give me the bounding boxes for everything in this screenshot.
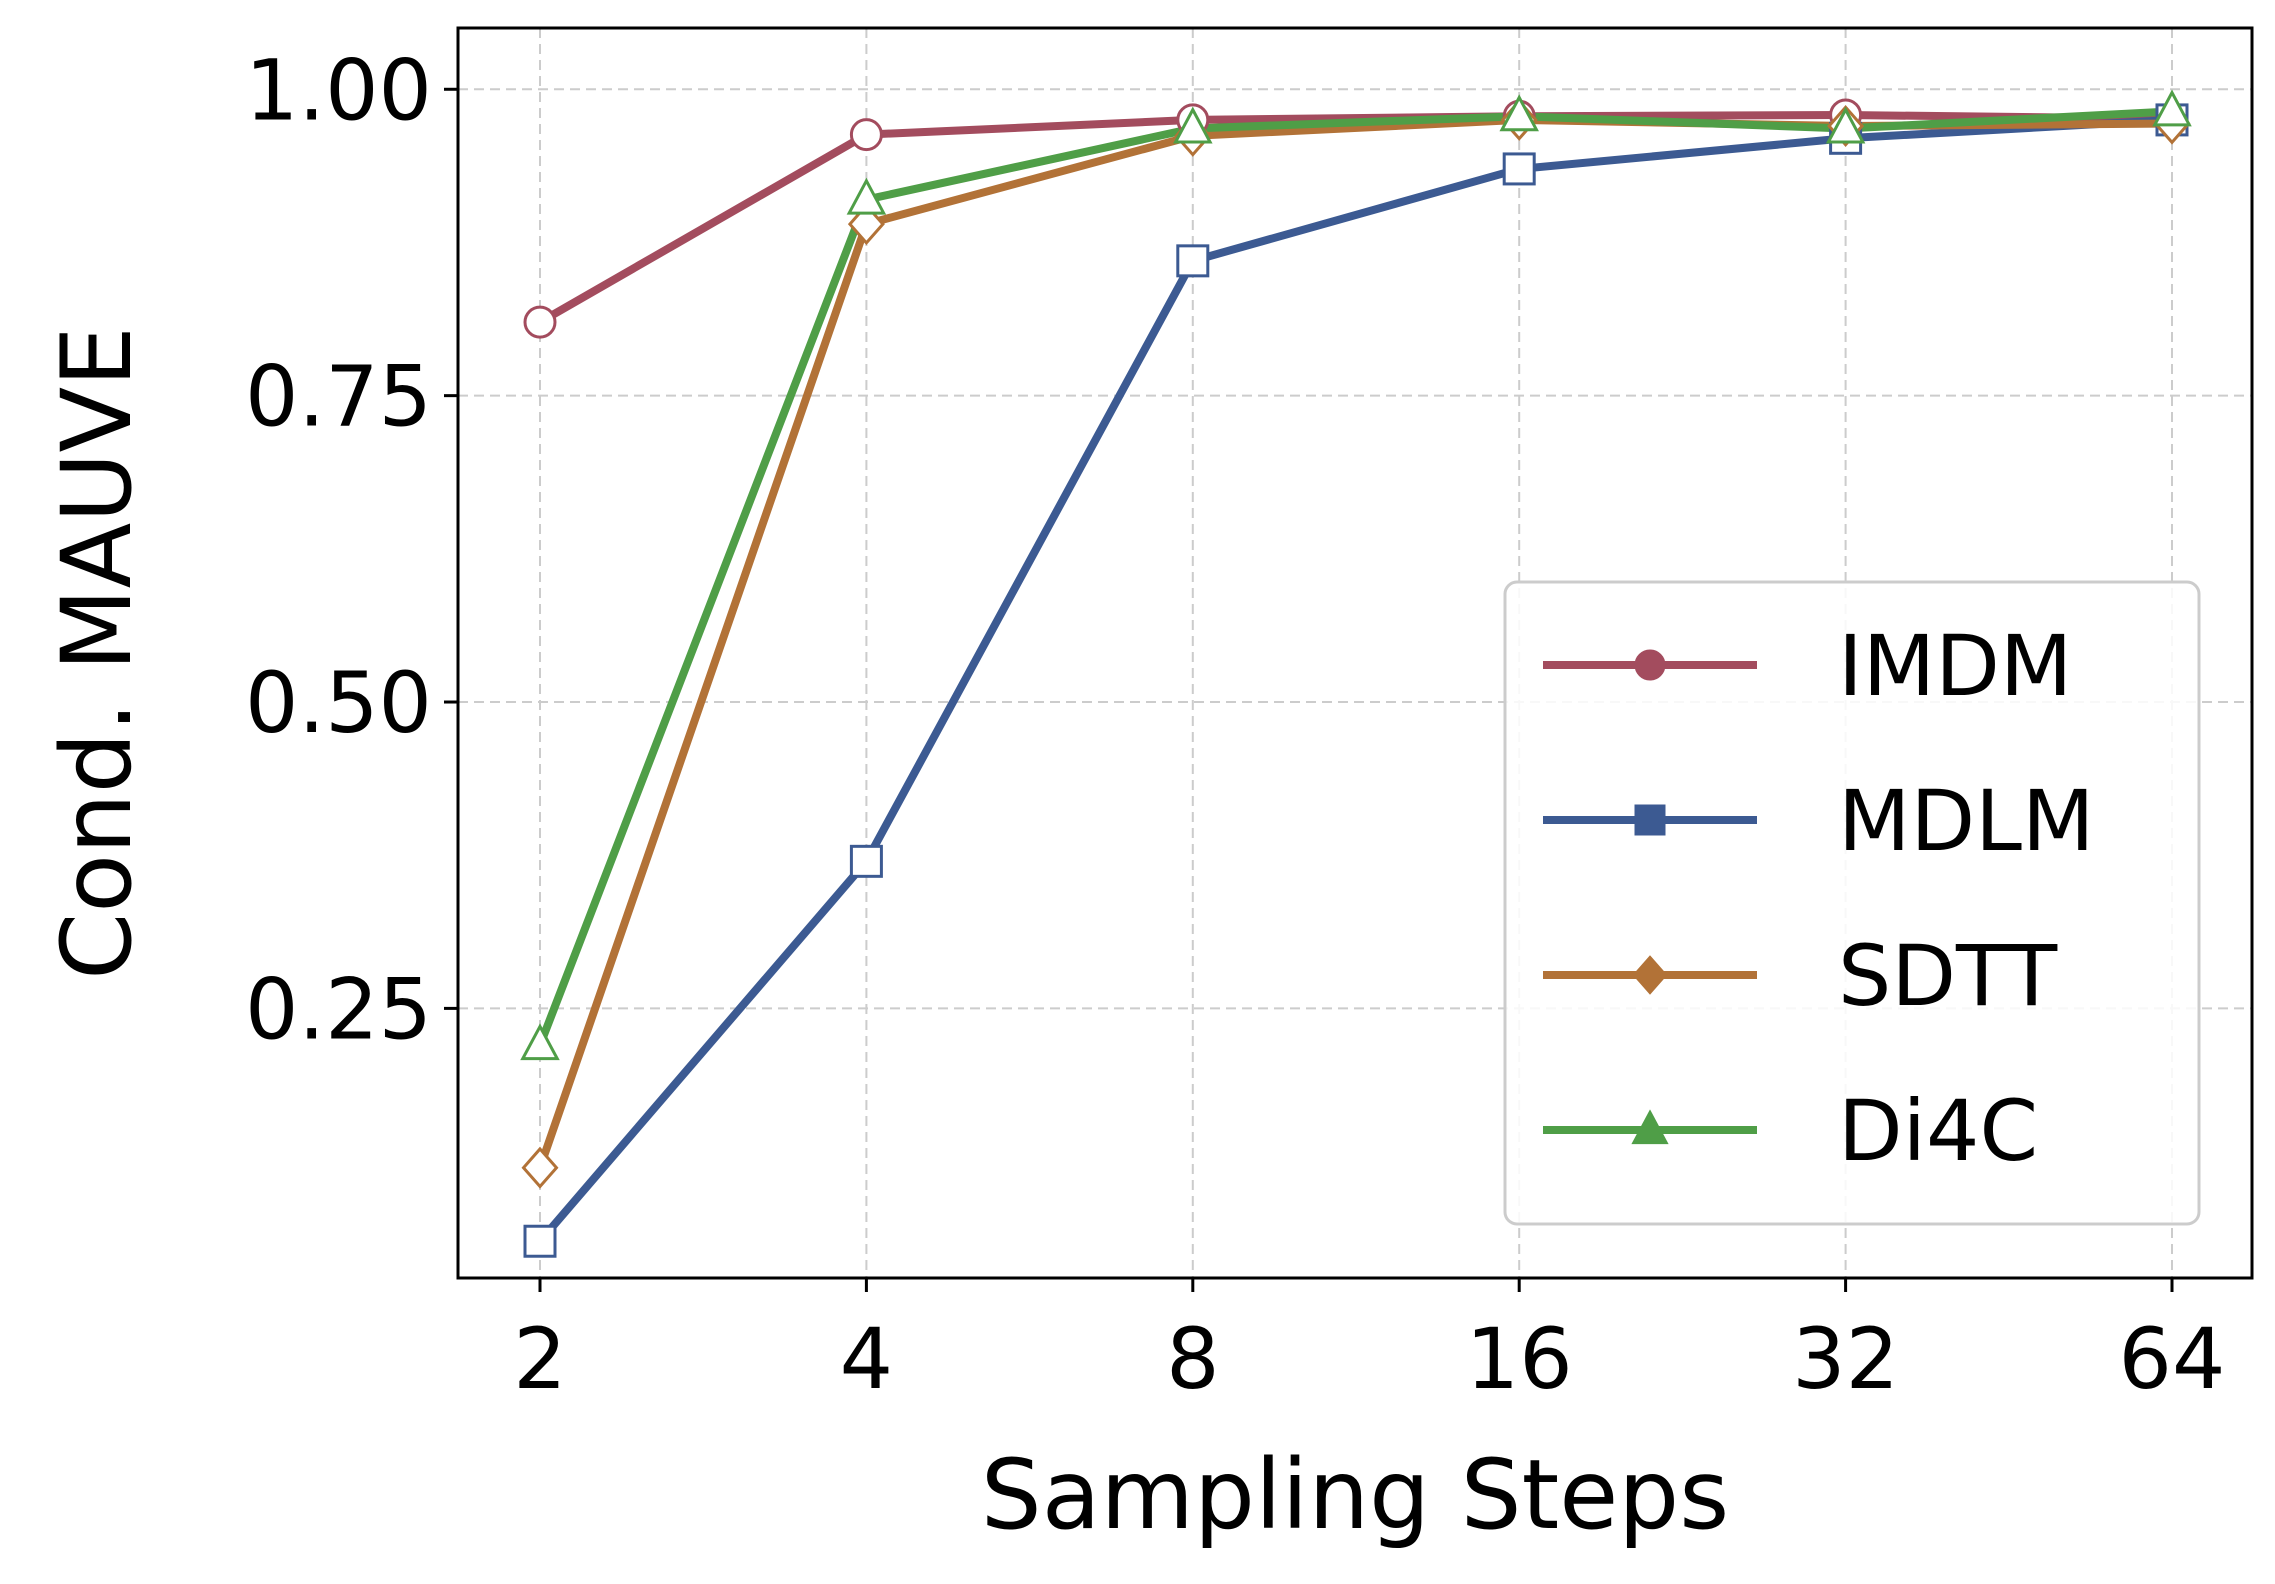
legend-marker-di4c	[1631, 1109, 1669, 1145]
x-tick-label: 64	[2119, 1310, 2226, 1408]
x-tick-label: 8	[1166, 1310, 1219, 1408]
point-imdm	[849, 118, 883, 152]
x-tick-label: 4	[840, 1310, 893, 1408]
point-mdlm	[523, 1224, 557, 1258]
y-axis-ticks: 0.25 0.50 0.75 1.00	[245, 41, 458, 1058]
legend-label-di4c: Di4C	[1838, 1082, 2038, 1180]
y-tick-label: 0.75	[245, 348, 432, 446]
legend-label-imdm: IMDM	[1838, 617, 2072, 715]
plot-frame	[456, 26, 2254, 1280]
y-tick-label: 0.50	[245, 654, 432, 752]
legend-label-mdlm: MDLM	[1838, 772, 2094, 870]
x-tick-label: 2	[513, 1310, 566, 1408]
series-line-di4c	[536, 107, 2173, 1047]
legend: IMDM MDLM SDTT Di4C	[1503, 580, 2201, 1226]
point-sdtt	[847, 203, 885, 246]
point-di4c	[1825, 106, 1866, 144]
series-line-imdm	[538, 111, 2173, 326]
point-mdlm	[1502, 152, 1536, 186]
point-mdlm	[1176, 244, 1210, 278]
point-di4c	[1499, 94, 1539, 132]
series-markers	[520, 89, 2192, 1258]
legend-label-sdtt: SDTT	[1838, 927, 2058, 1025]
x-axis-ticks: 2 4 8 16 32 64	[513, 1278, 2225, 1408]
point-mdlm	[849, 844, 883, 878]
series-lines	[536, 107, 2173, 1244]
point-imdm	[523, 305, 557, 339]
point-di4c	[846, 177, 887, 215]
legend-marker-mdlm	[1634, 804, 1666, 836]
legend-marker-imdm	[1634, 649, 1666, 681]
y-tick-label: 1.00	[245, 41, 432, 139]
point-di4c	[520, 1023, 560, 1061]
x-axis-label: Sampling Steps	[981, 1439, 1729, 1551]
legend-box	[1503, 580, 2201, 1226]
legend-marker-sdtt	[1632, 955, 1668, 995]
y-axis-label: Cond. MAUVE	[41, 326, 153, 980]
series-line-mdlm	[536, 115, 2173, 1244]
y-tick-label: 0.25	[245, 960, 432, 1058]
point-sdtt	[521, 1146, 559, 1189]
point-di4c	[2152, 89, 2192, 127]
point-di4c	[1173, 106, 1213, 144]
x-tick-label: 16	[1466, 1310, 1573, 1408]
x-tick-label: 32	[1792, 1310, 1899, 1408]
